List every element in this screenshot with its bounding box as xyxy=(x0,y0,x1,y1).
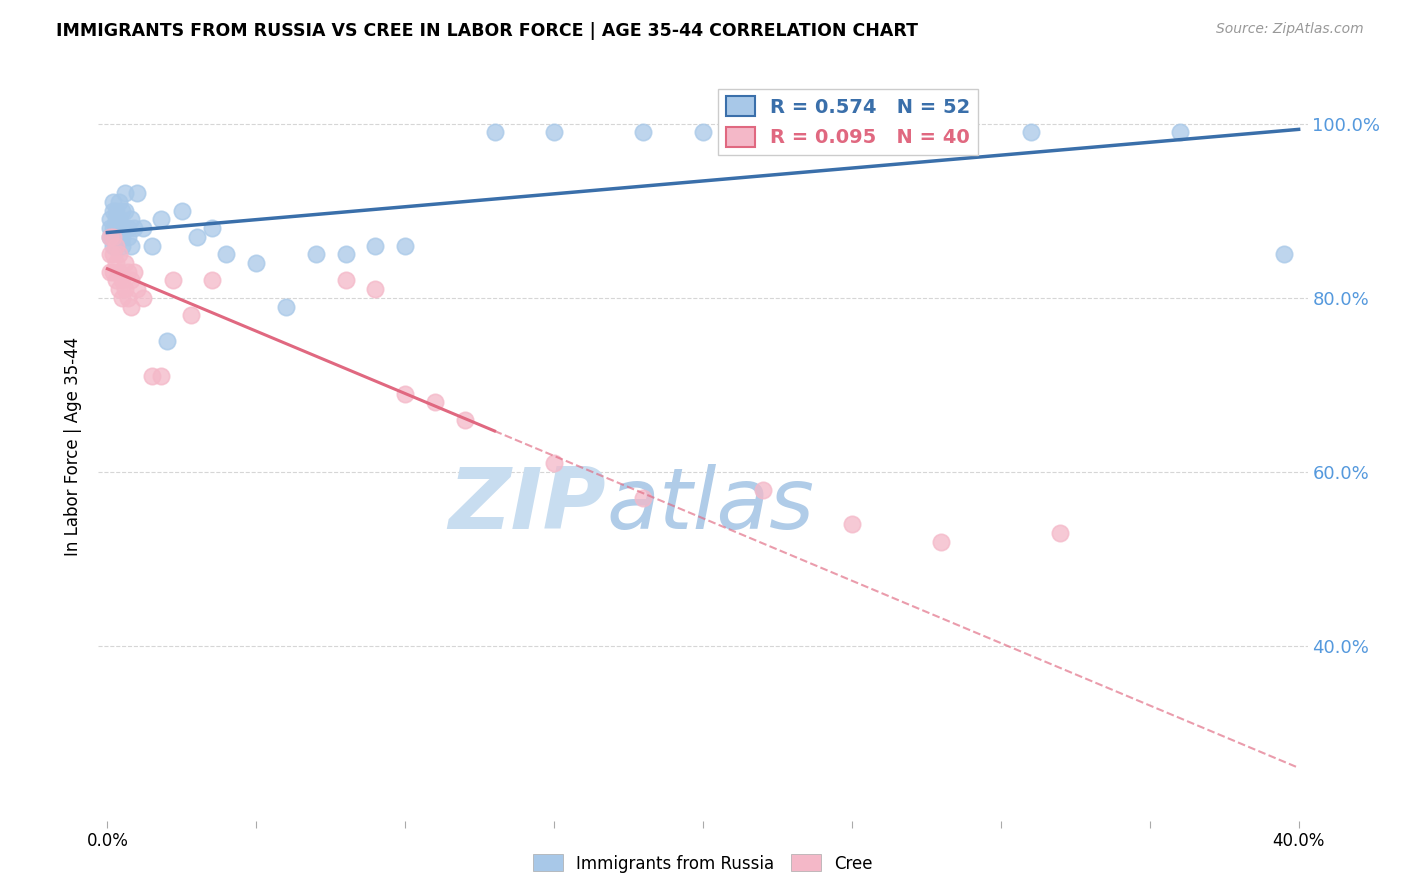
Point xyxy=(1168,125,1191,139)
Point xyxy=(105,256,128,270)
Point xyxy=(120,212,142,227)
Point xyxy=(108,221,131,235)
Point xyxy=(111,273,134,287)
Point xyxy=(98,221,121,235)
Point xyxy=(122,265,145,279)
Point xyxy=(751,125,773,139)
Point xyxy=(111,238,134,252)
Point xyxy=(114,256,136,270)
Point xyxy=(122,221,145,235)
Point xyxy=(1049,526,1071,541)
Point xyxy=(423,395,446,409)
Point xyxy=(114,282,136,296)
Point xyxy=(1272,247,1295,261)
Point xyxy=(543,457,565,471)
Point xyxy=(180,308,202,322)
Point xyxy=(245,256,267,270)
Legend: R = 0.574   N = 52, R = 0.095   N = 40: R = 0.574 N = 52, R = 0.095 N = 40 xyxy=(718,88,979,155)
Point xyxy=(543,125,565,139)
Point xyxy=(103,230,125,244)
Point xyxy=(98,230,121,244)
Point xyxy=(114,203,136,218)
Point xyxy=(105,238,128,252)
Point xyxy=(170,203,193,218)
Point xyxy=(103,195,125,210)
Point xyxy=(186,230,208,244)
Point xyxy=(111,291,134,305)
Point xyxy=(111,221,134,235)
Point xyxy=(156,334,179,349)
Point xyxy=(98,212,121,227)
Point xyxy=(364,282,387,296)
Point xyxy=(127,186,149,201)
Point xyxy=(132,221,155,235)
Point xyxy=(108,212,131,227)
Point xyxy=(132,291,155,305)
Point xyxy=(108,265,131,279)
Point xyxy=(98,265,121,279)
Point xyxy=(103,221,125,235)
Point xyxy=(105,221,128,235)
Point xyxy=(105,273,128,287)
Text: Source: ZipAtlas.com: Source: ZipAtlas.com xyxy=(1216,22,1364,37)
Point xyxy=(108,247,131,261)
Point xyxy=(692,125,714,139)
Text: atlas: atlas xyxy=(606,465,814,548)
Point xyxy=(108,282,131,296)
Point xyxy=(394,386,416,401)
Point xyxy=(103,265,125,279)
Point xyxy=(394,238,416,252)
Point xyxy=(335,247,357,261)
Point xyxy=(117,291,139,305)
Point xyxy=(103,203,125,218)
Point xyxy=(215,247,238,261)
Point xyxy=(841,517,863,532)
Point xyxy=(120,273,142,287)
Point xyxy=(335,273,357,287)
Point xyxy=(200,273,222,287)
Point xyxy=(364,238,387,252)
Point xyxy=(98,230,121,244)
Point xyxy=(929,125,952,139)
Legend: Immigrants from Russia, Cree: Immigrants from Russia, Cree xyxy=(526,847,880,880)
Point xyxy=(117,230,139,244)
Point xyxy=(149,369,172,384)
Point xyxy=(103,238,125,252)
Point xyxy=(105,238,128,252)
Point xyxy=(633,491,655,506)
Point xyxy=(127,282,149,296)
Point xyxy=(105,203,128,218)
Point xyxy=(105,212,128,227)
Point xyxy=(103,247,125,261)
Text: IMMIGRANTS FROM RUSSIA VS CREE IN LABOR FORCE | AGE 35-44 CORRELATION CHART: IMMIGRANTS FROM RUSSIA VS CREE IN LABOR … xyxy=(56,22,918,40)
Point xyxy=(274,300,297,314)
Point xyxy=(484,125,506,139)
Point xyxy=(305,247,328,261)
Point xyxy=(200,221,222,235)
Point xyxy=(751,483,773,497)
Point xyxy=(98,247,121,261)
Point xyxy=(1019,125,1042,139)
Point xyxy=(111,230,134,244)
Point xyxy=(114,186,136,201)
Point xyxy=(929,534,952,549)
Point xyxy=(108,195,131,210)
Point xyxy=(841,125,863,139)
Point xyxy=(117,221,139,235)
Point xyxy=(149,212,172,227)
Point xyxy=(117,265,139,279)
Point xyxy=(141,369,163,384)
Point xyxy=(108,230,131,244)
Point xyxy=(120,300,142,314)
Point xyxy=(454,413,477,427)
Point xyxy=(162,273,184,287)
Point xyxy=(120,238,142,252)
Point xyxy=(141,238,163,252)
Text: ZIP: ZIP xyxy=(449,465,606,548)
Point xyxy=(111,203,134,218)
Y-axis label: In Labor Force | Age 35-44: In Labor Force | Age 35-44 xyxy=(65,336,83,556)
Point xyxy=(633,125,655,139)
Point xyxy=(103,230,125,244)
